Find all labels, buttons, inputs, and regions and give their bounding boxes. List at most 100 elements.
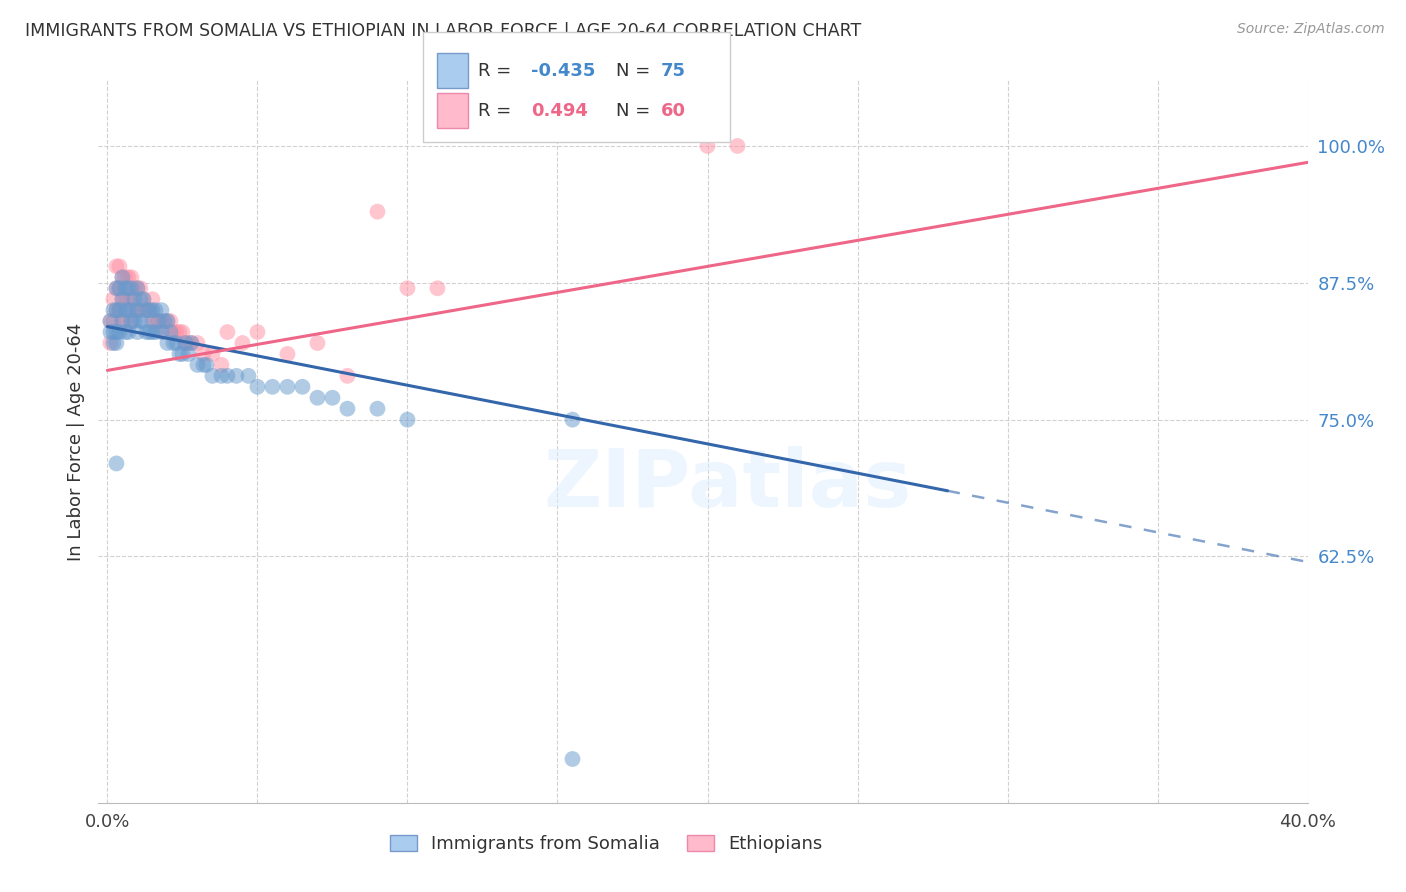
Point: [174, 336, 197, 351]
Point: [145, 314, 167, 328]
Point: [105, 336, 128, 351]
Point: [177, 336, 200, 351]
Point: [165, 325, 187, 339]
Point: [162, 336, 184, 351]
Text: N =: N =: [616, 62, 655, 80]
Point: [111, 270, 134, 285]
Point: [396, 281, 419, 295]
Text: -0.435: -0.435: [531, 62, 596, 80]
Point: [195, 358, 218, 372]
Point: [153, 325, 176, 339]
Point: [141, 303, 163, 318]
Point: [108, 303, 131, 318]
Y-axis label: In Labor Force | Age 20-64: In Labor Force | Age 20-64: [66, 322, 84, 561]
Point: [129, 303, 152, 318]
Point: [120, 303, 142, 318]
Point: [124, 303, 146, 318]
Point: [114, 325, 136, 339]
Point: [138, 325, 160, 339]
Point: [193, 358, 215, 372]
Text: N =: N =: [616, 102, 655, 120]
Text: R =: R =: [478, 102, 523, 120]
Point: [129, 281, 152, 295]
Point: [100, 314, 122, 328]
Point: [238, 368, 260, 383]
Point: [201, 368, 224, 383]
Point: [132, 292, 155, 306]
Legend: Immigrants from Somalia, Ethiopians: Immigrants from Somalia, Ethiopians: [381, 826, 832, 863]
Point: [117, 281, 139, 295]
Point: [103, 303, 125, 318]
Point: [148, 314, 170, 328]
Point: [165, 336, 187, 351]
Point: [114, 303, 136, 318]
Point: [366, 401, 388, 416]
Point: [307, 391, 329, 405]
Point: [141, 325, 163, 339]
Point: [156, 314, 179, 328]
Point: [172, 347, 194, 361]
Point: [108, 281, 131, 295]
Point: [105, 260, 128, 274]
Point: [100, 336, 122, 351]
Text: 75: 75: [661, 62, 686, 80]
Point: [105, 325, 128, 339]
Point: [111, 292, 134, 306]
Point: [141, 292, 163, 306]
Point: [169, 325, 191, 339]
Point: [127, 303, 149, 318]
Point: [105, 457, 128, 471]
Point: [186, 358, 208, 372]
Point: [159, 314, 181, 328]
Point: [396, 412, 419, 426]
Point: [120, 281, 142, 295]
Point: [561, 412, 583, 426]
Point: [117, 270, 139, 285]
Point: [169, 347, 191, 361]
Point: [103, 314, 125, 328]
Point: [135, 303, 157, 318]
Point: [114, 270, 136, 285]
Text: 60: 60: [661, 102, 686, 120]
Point: [217, 325, 239, 339]
Point: [108, 281, 131, 295]
Point: [127, 303, 149, 318]
Point: [124, 281, 146, 295]
Point: [561, 752, 583, 766]
Point: [127, 281, 149, 295]
Point: [105, 303, 128, 318]
Point: [336, 368, 359, 383]
Point: [336, 401, 359, 416]
Point: [103, 292, 125, 306]
Point: [177, 347, 200, 361]
Point: [108, 260, 131, 274]
Point: [105, 303, 128, 318]
Text: Source: ZipAtlas.com: Source: ZipAtlas.com: [1237, 22, 1385, 37]
Point: [246, 380, 269, 394]
Text: R =: R =: [478, 62, 517, 80]
Point: [193, 347, 215, 361]
Point: [209, 358, 232, 372]
Point: [231, 336, 253, 351]
Text: IMMIGRANTS FROM SOMALIA VS ETHIOPIAN IN LABOR FORCE | AGE 20-64 CORRELATION CHAR: IMMIGRANTS FROM SOMALIA VS ETHIOPIAN IN …: [25, 22, 862, 40]
Point: [127, 281, 149, 295]
Point: [186, 336, 208, 351]
Point: [172, 325, 194, 339]
Point: [103, 336, 125, 351]
Point: [180, 336, 202, 351]
Point: [153, 314, 176, 328]
Point: [127, 325, 149, 339]
Point: [156, 336, 179, 351]
Point: [150, 325, 173, 339]
Point: [105, 281, 128, 295]
Point: [321, 391, 343, 405]
Point: [103, 325, 125, 339]
Point: [117, 325, 139, 339]
Point: [129, 314, 152, 328]
Point: [727, 139, 749, 153]
Point: [114, 292, 136, 306]
Point: [124, 314, 146, 328]
Point: [209, 368, 232, 383]
Point: [426, 281, 449, 295]
Point: [100, 325, 122, 339]
